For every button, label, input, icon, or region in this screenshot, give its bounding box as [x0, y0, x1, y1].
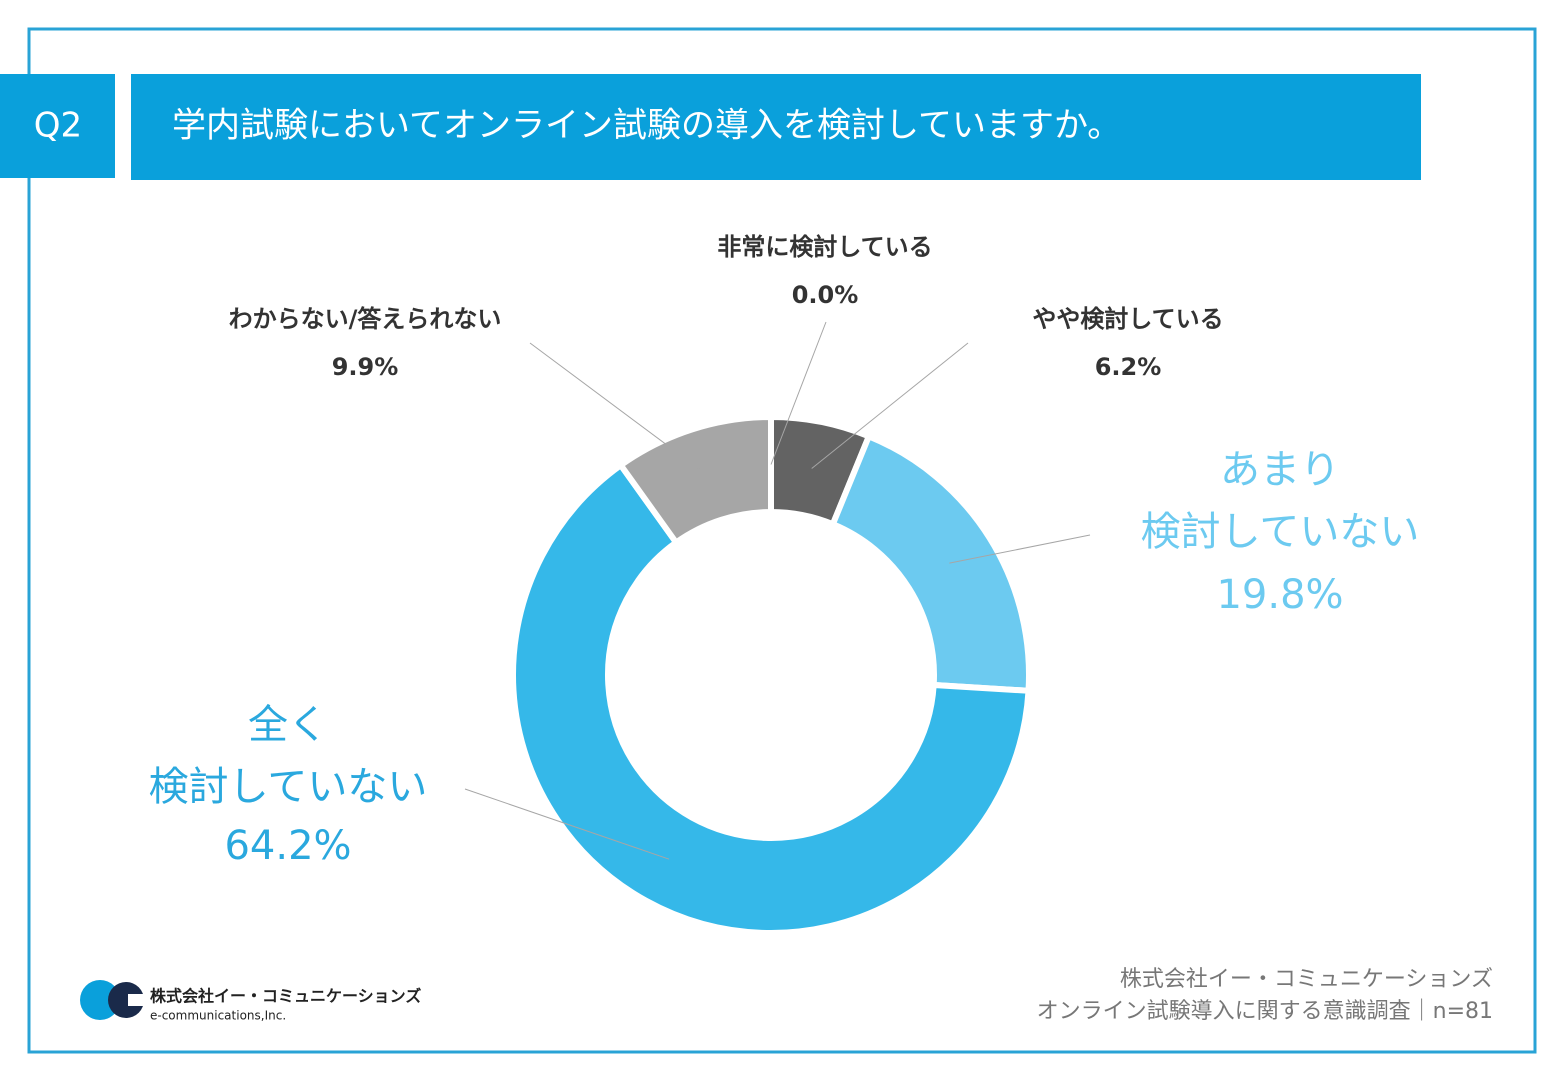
donut-slice — [616, 413, 774, 547]
frame — [27, 27, 1537, 1054]
donut-slice — [828, 432, 1032, 694]
footer-company: 株式会社イー・コミュニケーションズ — [1120, 967, 1493, 992]
logo — [80, 980, 148, 1020]
logo-name: 株式会社イー・コミュニケーションズ — [150, 987, 421, 1006]
donut-slice — [510, 461, 1032, 936]
logo-sub: e-communications,Inc. — [150, 1009, 286, 1023]
category-label: 全く検討していない — [149, 702, 428, 810]
value-label: 6.2% — [1095, 353, 1162, 381]
category-label: 非常に検討している — [717, 233, 932, 261]
value-label: 64.2% — [224, 823, 351, 869]
leader-line — [949, 534, 1091, 564]
footer-survey: オンライン試験導入に関する意識調査｜n=81 — [1037, 999, 1493, 1024]
logo-mark — [80, 980, 120, 1020]
category-label: あまり検討していない — [1141, 447, 1420, 555]
q-box — [0, 74, 115, 178]
logo-mark — [128, 994, 148, 1006]
leader-line — [770, 321, 827, 465]
q-tag: Q2 — [34, 106, 82, 146]
leader-line — [811, 342, 969, 469]
title-bar — [131, 74, 1421, 180]
value-label: 0.0% — [792, 281, 859, 309]
title: 学内試験においてオンライン試験の導入を検討していますか。 — [172, 106, 1121, 146]
logo-mark — [108, 982, 144, 1018]
value-label: 9.9% — [332, 353, 399, 381]
leader-line — [529, 342, 707, 475]
leader-line — [464, 788, 670, 860]
value-label: 19.8% — [1216, 572, 1343, 618]
category-label: わからない/答えられない — [229, 305, 502, 333]
category-label: やや検討している — [1032, 305, 1223, 333]
